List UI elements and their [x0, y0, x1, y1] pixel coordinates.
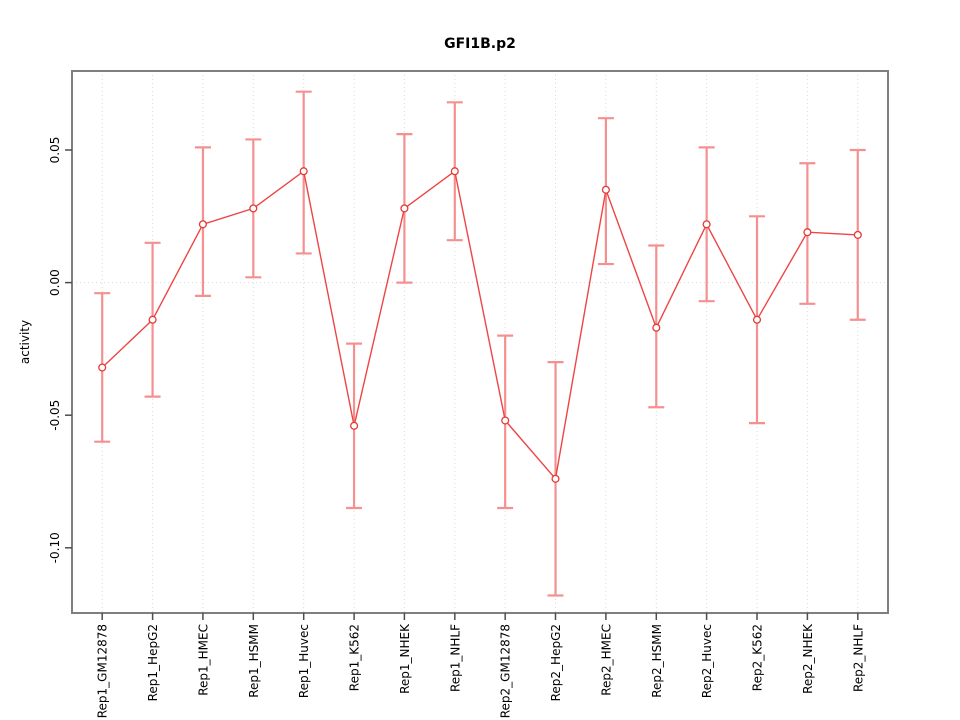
y-tick-label: -0.05 [48, 400, 62, 431]
data-point [299, 167, 308, 176]
data-point [450, 167, 459, 176]
x-tick-label: Rep2_Huvec [700, 624, 714, 698]
x-tick-label: Rep2_GM12878 [499, 624, 513, 718]
x-tick-label: Rep1_NHLF [448, 624, 462, 692]
x-tick-label: Rep2_NHLF [851, 624, 865, 692]
data-point [249, 204, 258, 213]
y-tick-label: 0.00 [48, 269, 62, 296]
x-tick-label: Rep1_Huvec [297, 624, 311, 698]
data-point [98, 363, 107, 372]
data-point [501, 416, 510, 425]
chart-title: GFI1B.p2 [444, 36, 516, 52]
data-point [702, 220, 711, 229]
data-line [101, 169, 858, 481]
x-tick-label: Rep2_NHEK [801, 623, 815, 694]
x-tick-label: Rep2_HSMM [650, 624, 664, 698]
x-tick-label: Rep1_NHEK [398, 623, 412, 694]
data-point [652, 323, 661, 332]
data-point [752, 315, 762, 324]
y-tick-label: 0.05 [48, 137, 62, 164]
x-tick-label: Rep1_HSMM [247, 624, 261, 698]
x-tick-label: Rep1_HepG2 [146, 624, 160, 701]
data-point [803, 228, 812, 237]
x-tick-label: Rep1_GM12878 [96, 624, 110, 718]
x-tick-label: Rep2_K562 [751, 624, 765, 691]
data-point [551, 474, 560, 483]
x-tick-label: Rep1_HMEC [196, 624, 210, 696]
x-tick-label: Rep2_HepG2 [549, 624, 563, 701]
x-tick-label: Rep2_HMEC [599, 624, 613, 696]
data-point [148, 315, 157, 324]
y-tick-label: -0.10 [48, 532, 62, 563]
data-point [601, 185, 610, 194]
data-point [350, 421, 359, 430]
data-point [853, 230, 862, 239]
data-point [400, 204, 409, 213]
data-point [198, 220, 207, 229]
x-tick-label: Rep1_K562 [348, 624, 362, 691]
plot-box [71, 70, 889, 614]
